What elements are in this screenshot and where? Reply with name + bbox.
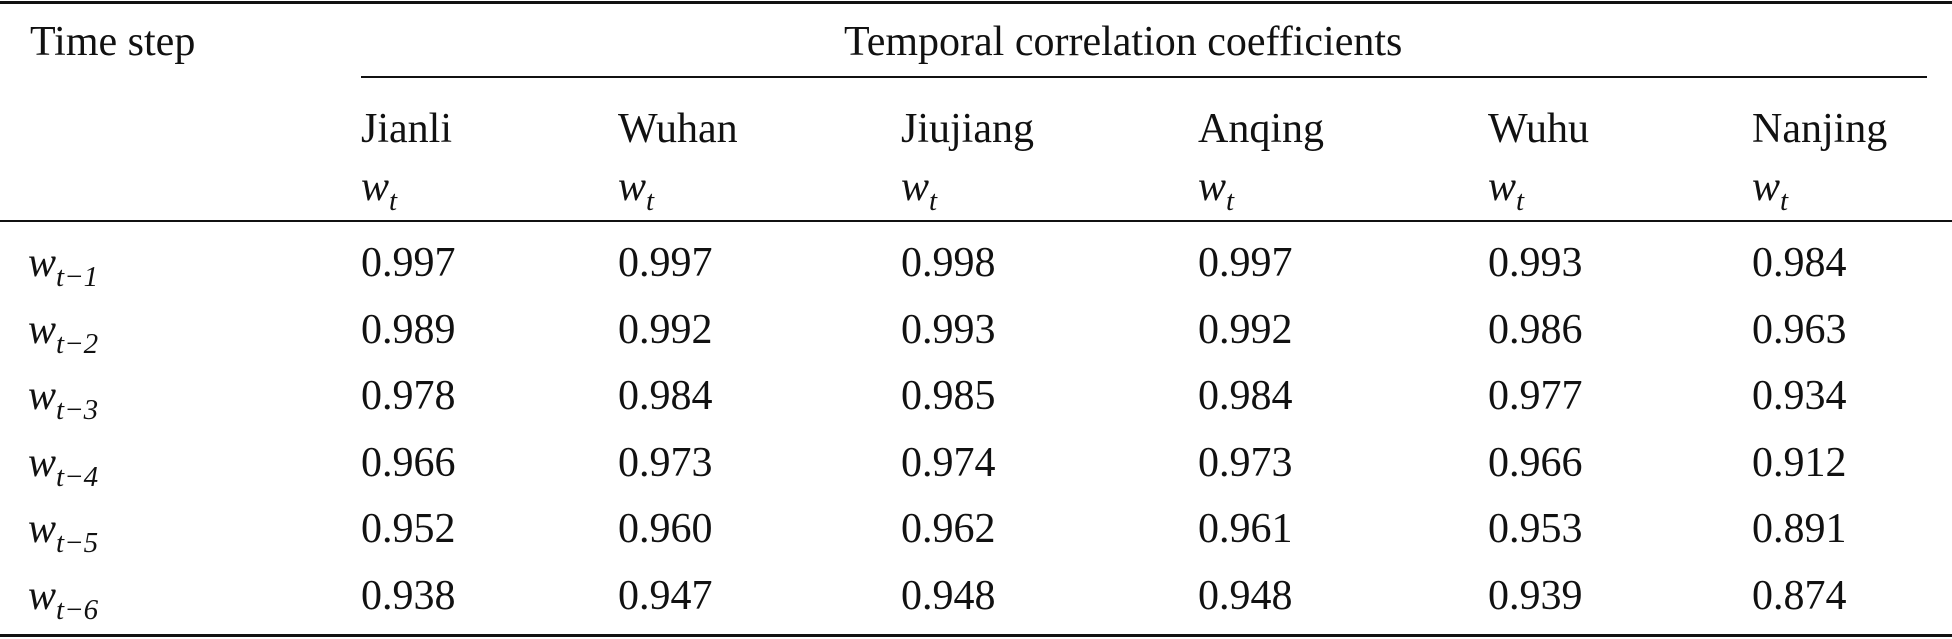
table-cell: 0.984: [618, 373, 713, 419]
table-cell: 0.973: [618, 440, 713, 486]
table-cell: 0.997: [618, 240, 713, 286]
table-cell: 0.985: [901, 373, 996, 419]
table-top-rule: [0, 1, 1952, 4]
table-bottom-rule: [0, 634, 1952, 637]
table-cell: 0.973: [1198, 440, 1293, 486]
table-cell: 0.912: [1752, 440, 1847, 486]
row-label-lag-1: wt−1: [28, 240, 99, 293]
table-cell: 0.938: [361, 573, 456, 619]
table-cell: 0.966: [361, 440, 456, 486]
table-cell: 0.961: [1198, 506, 1293, 552]
spanning-header: Temporal correlation coefficients: [844, 19, 1403, 65]
table-cell: 0.948: [1198, 573, 1293, 619]
table-cell: 0.953: [1488, 506, 1583, 552]
table-cell: 0.992: [1198, 307, 1293, 353]
row-label-lag-4: wt−4: [28, 440, 99, 493]
station-variable: wt: [901, 164, 938, 217]
row-label-lag-3: wt−3: [28, 373, 99, 426]
station-header-wuhu: Wuhu: [1488, 106, 1589, 152]
table-cell: 0.977: [1488, 373, 1583, 419]
table-cell: 0.874: [1752, 573, 1847, 619]
station-variable: wt: [1488, 164, 1525, 217]
table-cell: 0.993: [1488, 240, 1583, 286]
table-cell: 0.948: [901, 573, 996, 619]
station-header-anqing: Anqing: [1198, 106, 1324, 152]
table-cell: 0.992: [618, 307, 713, 353]
table-cell: 0.963: [1752, 307, 1847, 353]
table-cell: 0.978: [361, 373, 456, 419]
station-variable: wt: [1198, 164, 1235, 217]
table-cell: 0.952: [361, 506, 456, 552]
station-header-wuhan: Wuhan: [618, 106, 738, 152]
row-label-lag-6: wt−6: [28, 573, 99, 626]
row-label-lag-5: wt−5: [28, 506, 99, 559]
station-header-jianli: Jianli: [361, 106, 452, 152]
table-cell: 0.939: [1488, 573, 1583, 619]
table-cell: 0.998: [901, 240, 996, 286]
table-cell: 0.974: [901, 440, 996, 486]
station-variable: wt: [361, 164, 398, 217]
table-cell: 0.989: [361, 307, 456, 353]
table-cell: 0.891: [1752, 506, 1847, 552]
spanning-header-rule: [361, 76, 1927, 78]
station-variable: wt: [1752, 164, 1789, 217]
table-cell: 0.960: [618, 506, 713, 552]
table-cell: 0.997: [361, 240, 456, 286]
station-header-jiujiang: Jiujiang: [901, 106, 1034, 152]
table-cell: 0.966: [1488, 440, 1583, 486]
table-cell: 0.997: [1198, 240, 1293, 286]
table-cell: 0.984: [1752, 240, 1847, 286]
table-cell: 0.986: [1488, 307, 1583, 353]
row-label-lag-2: wt−2: [28, 307, 99, 360]
table-cell: 0.984: [1198, 373, 1293, 419]
station-header-nanjing: Nanjing: [1752, 106, 1888, 152]
table-cell: 0.934: [1752, 373, 1847, 419]
stub-header: Time step: [30, 19, 196, 65]
station-variable: wt: [618, 164, 655, 217]
header-bottom-rule: [0, 220, 1952, 222]
table-cell: 0.962: [901, 506, 996, 552]
table-cell: 0.993: [901, 307, 996, 353]
table-cell: 0.947: [618, 573, 713, 619]
